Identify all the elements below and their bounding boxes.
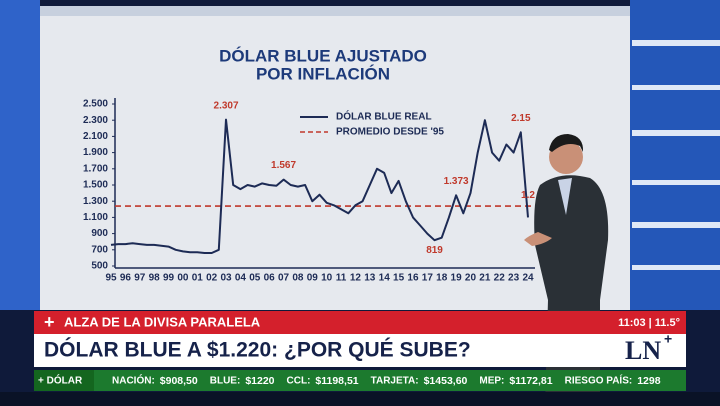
headline-bar — [34, 334, 686, 367]
section-bar — [34, 311, 686, 334]
x-tick-label: 97 — [134, 273, 146, 284]
ticker-item-label: MEP: — [479, 376, 504, 387]
x-tick-label: 08 — [292, 273, 304, 284]
chart-title: POR INFLACIÓN — [256, 64, 390, 83]
board-edge — [40, 6, 630, 16]
ticker-label-box — [34, 370, 94, 391]
x-tick-label: 00 — [177, 273, 189, 284]
ticker-item-label: CCL: — [287, 376, 311, 387]
x-tick-label: 09 — [307, 273, 319, 284]
y-tick-label: 1.100 — [83, 212, 108, 223]
headline: DÓLAR BLUE A $1.220: ¿POR QUÉ SUBE? — [44, 338, 471, 362]
legend-label: PROMEDIO DESDE '95 — [336, 127, 444, 138]
annotation: 1.2 — [521, 190, 535, 201]
ticker-label: + DÓLAR — [38, 374, 83, 387]
x-tick-label: 19 — [451, 273, 463, 284]
plot: 500 700 900 1.100 1.300 1.500 1.700 1.900 2.100 2… — [83, 99, 535, 284]
logo-mark: + — [664, 331, 672, 347]
ticker-item-value: $1220 — [245, 375, 274, 387]
right-stripes — [632, 40, 720, 270]
x-tick-label: 11 — [336, 273, 347, 284]
clock: 11:03 | 11.5° — [618, 317, 680, 329]
x-tick-label: 99 — [163, 273, 175, 284]
plus-icon: + — [44, 312, 55, 332]
x-tick-label: 18 — [436, 273, 448, 284]
data-line — [110, 118, 529, 254]
left-panel — [0, 0, 40, 310]
x-tick-label: 23 — [508, 273, 520, 284]
x-tick-label: 24 — [522, 273, 534, 284]
x-tick-label: 14 — [379, 273, 391, 284]
logo: LN — [625, 336, 661, 365]
y-tick-label: 1.500 — [83, 180, 108, 191]
y-tick-label: 500 — [91, 261, 108, 272]
y-tick-label: 2.300 — [83, 115, 108, 126]
x-tick-label: 01 — [192, 273, 204, 284]
x-tick-label: 04 — [235, 273, 247, 284]
ticker-bar — [34, 370, 686, 391]
x-tick-label: 22 — [494, 273, 506, 284]
x-tick-label: 13 — [364, 273, 376, 284]
ticker-item-value: $1172,81 — [509, 375, 552, 387]
annotation: 819 — [426, 245, 443, 256]
ticker-item-value: $1198,51 — [315, 375, 358, 387]
y-tick-label: 900 — [91, 228, 108, 239]
annotation: 2.307 — [214, 100, 239, 111]
section-label: ALZA DE LA DIVISA PARALELA — [64, 314, 261, 329]
ticker-item-label: RIESGO PAÍS: — [565, 374, 633, 387]
y-tick-label: 1.900 — [83, 147, 108, 158]
x-tick-label: 07 — [278, 273, 290, 284]
annotation: 1.373 — [444, 176, 469, 187]
y-tick-label: 1.300 — [83, 196, 108, 207]
x-tick-label: 15 — [393, 273, 405, 284]
x-tick-label: 10 — [321, 273, 333, 284]
ticker-item-value: $908,50 — [160, 375, 198, 387]
ticker-item-label: BLUE: — [210, 376, 241, 387]
y-tick-label: 700 — [91, 244, 108, 255]
y-tick-label: 2.100 — [83, 131, 108, 142]
chart-title: DÓLAR BLUE AJUSTADO — [219, 46, 427, 65]
legend-label: DÓLAR BLUE REAL — [336, 110, 432, 123]
ticker: NACIÓN: $908,50 BLUE: $1220 CCL: $1198,51 TARJ… — [112, 374, 661, 387]
floor — [0, 392, 720, 406]
x-tick-label: 17 — [422, 273, 434, 284]
x-tick-label: 03 — [220, 273, 232, 284]
x-tick-label: 02 — [206, 273, 218, 284]
annotation: 2.15 — [511, 113, 531, 124]
x-tick-label: 96 — [120, 273, 132, 284]
x-tick-label: 21 — [479, 273, 491, 284]
x-tick-label: 05 — [249, 273, 261, 284]
y-tick-label: 1.700 — [83, 163, 108, 174]
ticker-item-label: NACIÓN: — [112, 374, 155, 387]
x-tick-label: 20 — [465, 273, 477, 284]
x-tick-label: 06 — [264, 273, 276, 284]
x-tick-label: 16 — [407, 273, 419, 284]
right-panel — [630, 0, 720, 310]
ticker-item-value: $1453,60 — [424, 375, 468, 387]
annotation: 1.567 — [271, 160, 296, 171]
y-tick-label: 2.500 — [83, 99, 108, 110]
x-tick-label: 12 — [350, 273, 362, 284]
chart-board — [40, 6, 630, 310]
ticker-item-label: TARJETA: — [371, 376, 419, 387]
x-tick-label: 95 — [105, 273, 117, 284]
ticker-item-value: 1298 — [637, 375, 661, 387]
x-tick-label: 98 — [149, 273, 161, 284]
